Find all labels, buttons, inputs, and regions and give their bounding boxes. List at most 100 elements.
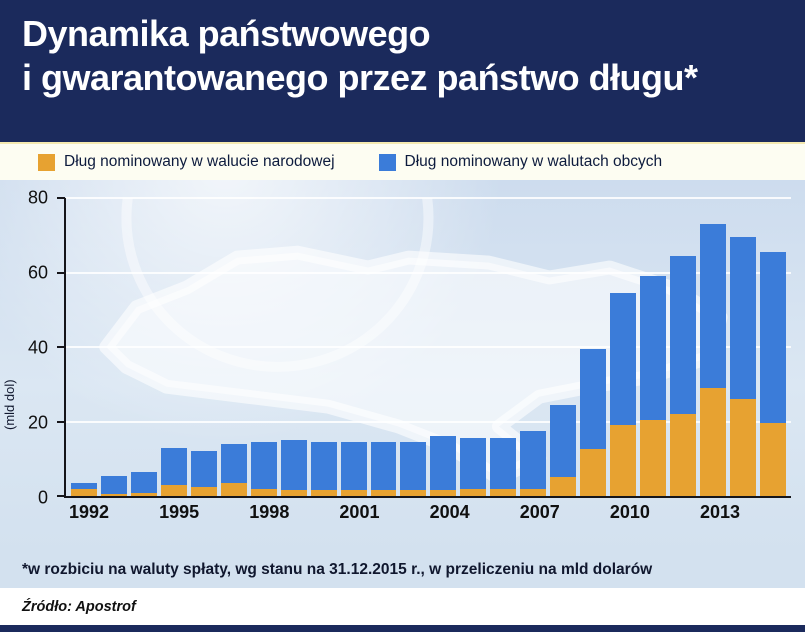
bar-2003	[400, 198, 427, 496]
bar-segment-foreign	[100, 475, 127, 495]
bar-2002	[370, 198, 397, 496]
bar-segment-foreign	[759, 252, 786, 424]
x-tick-label: 2007	[519, 502, 560, 522]
header: Dynamika państwowego i gwarantowanego pr…	[0, 0, 805, 142]
gridline	[66, 197, 791, 199]
bar-segment-foreign	[400, 442, 427, 491]
x-tick-label: 1998	[249, 502, 290, 522]
gridline	[66, 346, 791, 348]
x-tick-label	[767, 502, 786, 523]
bar-2006	[490, 198, 517, 496]
bar-segment-national	[729, 399, 756, 496]
x-tick-label: 1992	[69, 502, 110, 522]
x-tick-label: 1995	[159, 502, 200, 522]
bar-2009	[580, 198, 607, 496]
bar-segment-national	[759, 423, 786, 496]
bar-segment-national	[340, 490, 367, 496]
bar-segment-national	[310, 490, 337, 496]
legend-item-foreign: Dług nominowany w walutach obcych	[378, 153, 663, 171]
x-tick-label	[654, 502, 673, 523]
bar-segment-national	[700, 387, 726, 496]
x-tick-label	[226, 502, 245, 523]
x-tick-label	[564, 502, 583, 523]
chart-area: (mld dol) 0 20 40 60 80 1992 1995 1998 2001 2004…	[0, 180, 805, 552]
source-credit: Źródło: Apostrof	[0, 588, 805, 625]
y-tick-mark	[57, 271, 65, 274]
x-tick-label	[407, 502, 426, 523]
page-title-line-2: i gwarantowanego przez państwo długu*	[22, 57, 698, 98]
bar-segment-foreign	[550, 404, 577, 478]
footnote: *w rozbiciu na waluty spłaty, wg stanu n…	[0, 552, 805, 588]
bar-segment-foreign	[340, 442, 367, 491]
bar-segment-foreign	[190, 451, 217, 487]
bar-segment-national	[670, 414, 697, 496]
bar-segment-foreign	[729, 237, 756, 400]
y-tick-label: 80	[27, 187, 48, 208]
bar-segment-national	[280, 490, 307, 496]
bar-segment-foreign	[160, 447, 187, 485]
legend-swatch-foreign-icon	[378, 153, 396, 171]
page-title-line-1: Dynamika państwowego	[22, 13, 431, 54]
bar-segment-foreign	[640, 276, 667, 420]
bar-segment-national	[460, 488, 487, 496]
legend-swatch-national-icon	[38, 153, 55, 171]
bar-1998	[250, 198, 277, 496]
legend-label-foreign: Dług nominowany w walutach obcych	[404, 153, 663, 170]
x-axis-labels: 1992 1995 1998 2001 2004 2007 2010 2013	[64, 502, 791, 523]
bar-segment-national	[520, 488, 547, 496]
bar-1993	[100, 198, 127, 496]
bar-2005	[460, 198, 487, 496]
bar-segment-national	[71, 488, 97, 496]
bar-segment-national	[220, 482, 247, 496]
bar-2007	[520, 198, 547, 496]
x-tick-label: 2004	[429, 502, 470, 522]
legend-item-national: Dług nominowany w walucie narodowej	[38, 153, 335, 171]
gridline	[66, 271, 791, 274]
bar-2012	[670, 198, 697, 496]
bar-2000	[310, 198, 337, 496]
bar-segment-foreign	[520, 430, 547, 489]
bar-segment-foreign	[430, 436, 457, 491]
x-tick-label: 2001	[339, 502, 380, 522]
x-tick-label	[203, 502, 222, 523]
bar-segment-national	[610, 425, 637, 496]
bar-1995	[160, 198, 187, 496]
bar-1994	[130, 198, 157, 496]
bar-2011	[640, 198, 667, 496]
x-tick-label	[383, 502, 402, 523]
bar-1992	[71, 198, 97, 496]
bar-segment-national	[640, 419, 667, 496]
bottom-accent-bar	[0, 625, 805, 632]
bar-segment-foreign	[130, 471, 157, 494]
bar-segment-national	[250, 488, 277, 496]
bar-2008	[550, 198, 577, 496]
bar-segment-foreign	[250, 442, 277, 489]
x-tick-label	[677, 502, 696, 523]
bars	[66, 198, 791, 496]
bar-segment-foreign	[490, 438, 517, 489]
bar-segment-foreign	[700, 224, 726, 388]
y-tick-mark	[57, 197, 65, 199]
y-tick-label: 20	[27, 412, 48, 433]
x-tick-label	[136, 502, 155, 523]
bar-segment-foreign	[580, 348, 607, 450]
bar-segment-foreign	[71, 482, 97, 489]
bar-segment-national	[430, 490, 457, 496]
y-tick-label: 40	[27, 337, 48, 358]
bar-segment-national	[100, 494, 127, 496]
y-axis: 0 20 40 60 80	[0, 188, 58, 508]
x-tick-label	[744, 502, 763, 523]
x-tick-label	[474, 502, 493, 523]
bar-2004	[430, 198, 457, 496]
bar-segment-national	[160, 484, 187, 496]
bar-1996	[190, 198, 217, 496]
chart-legend: Dług nominowany w walucie narodowej Dług…	[0, 142, 805, 180]
x-tick-label	[316, 502, 335, 523]
bar-segment-national	[130, 493, 157, 496]
bar-segment-foreign	[670, 255, 697, 415]
bar-segment-foreign	[280, 440, 307, 491]
gridline	[66, 420, 791, 423]
bar-segment-foreign	[460, 438, 487, 489]
bar-segment-foreign	[370, 442, 397, 491]
